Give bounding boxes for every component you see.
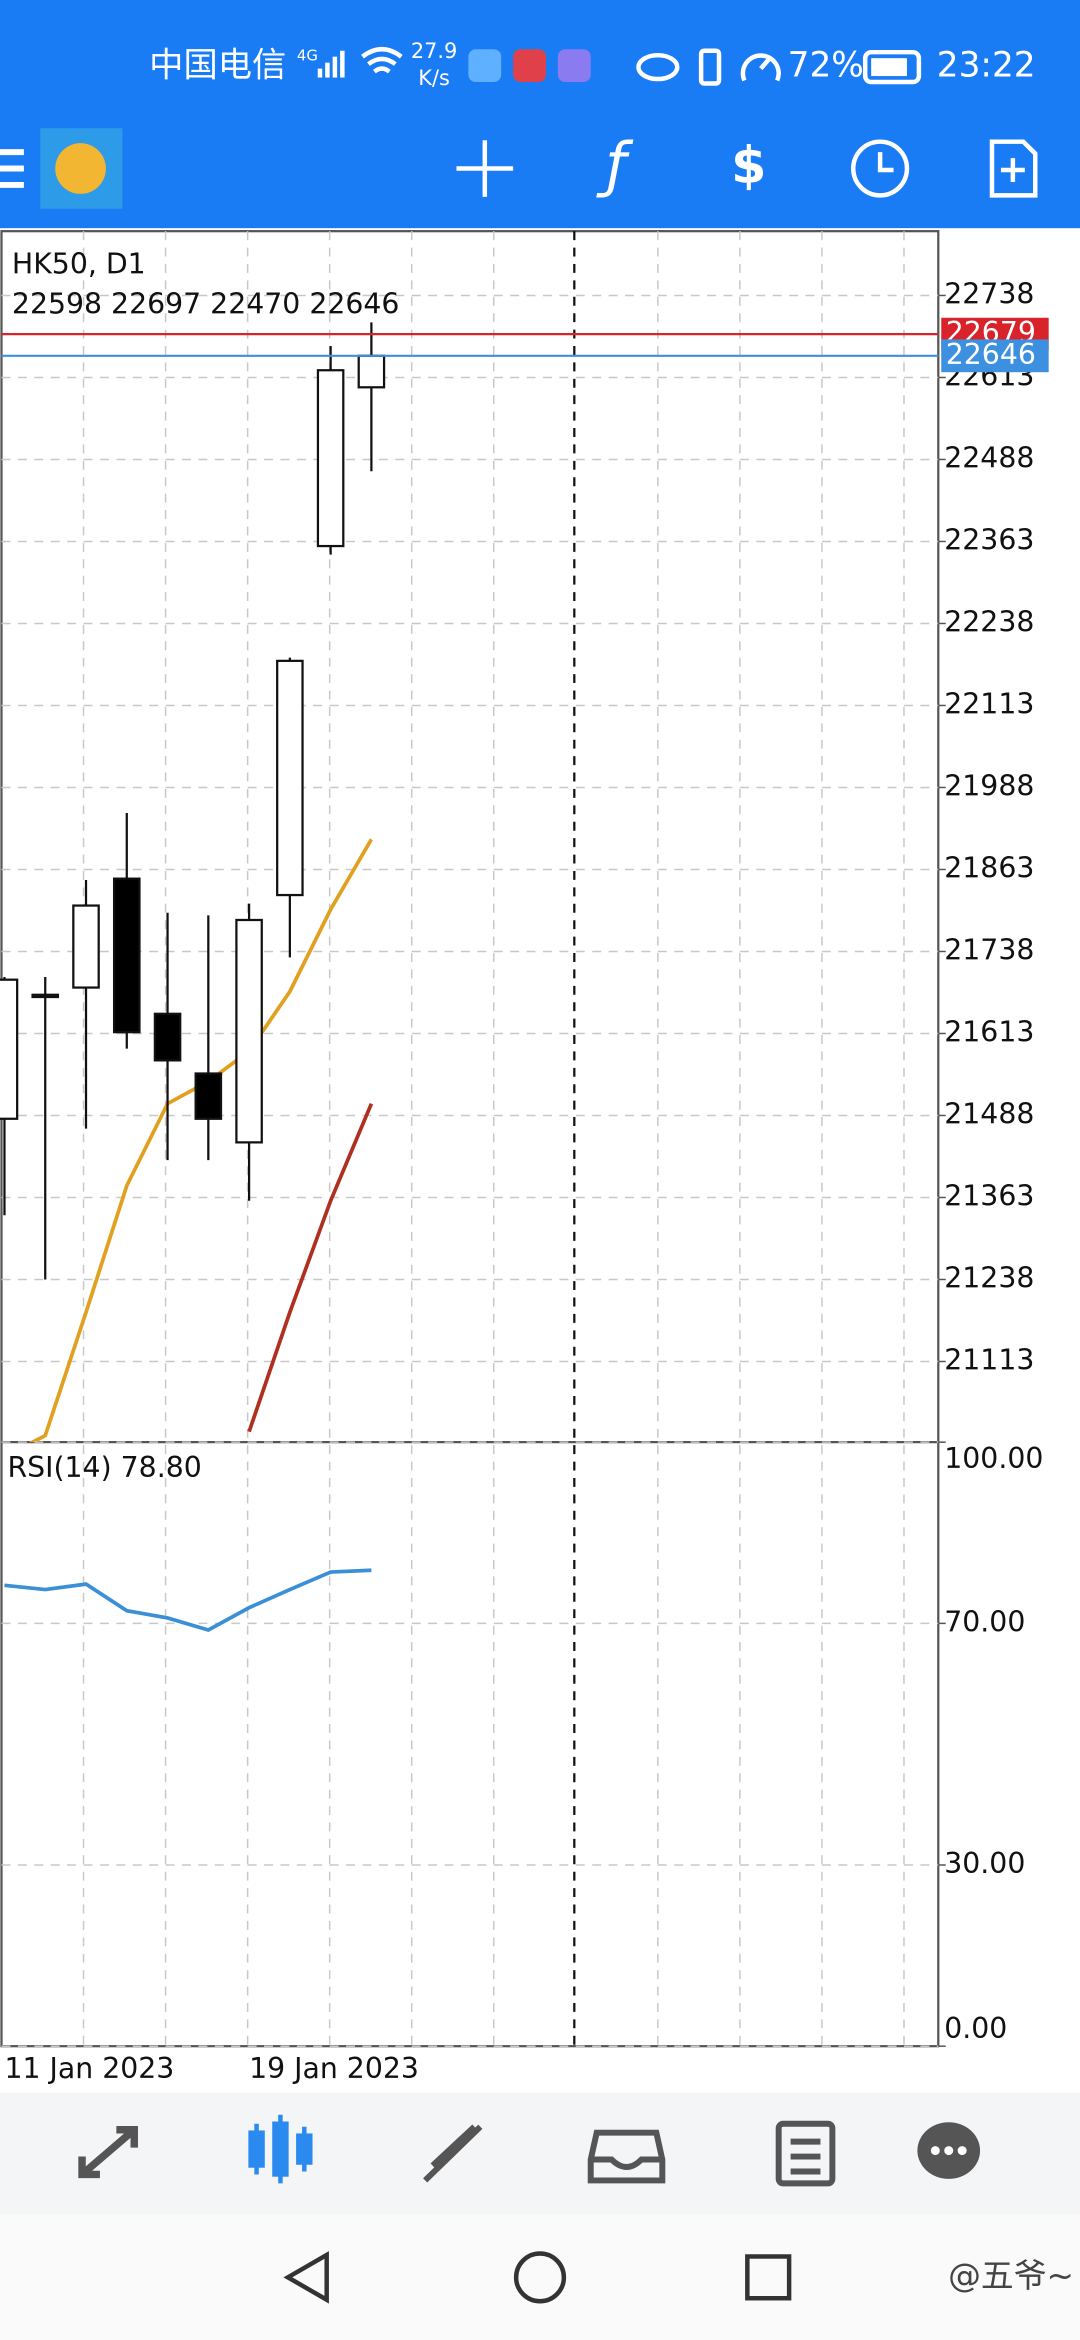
candle-body xyxy=(194,1072,223,1120)
candle-body xyxy=(112,877,141,1034)
app-icon xyxy=(468,49,502,83)
y-tick-label: 21988 xyxy=(944,769,1034,802)
menu-button[interactable] xyxy=(0,149,24,188)
y-tick-label: 22738 xyxy=(944,277,1034,310)
plot-layer: 21113 21238 21363 21488 21613 21738 21863 21988… xyxy=(0,277,1049,2085)
y-tick-label: 21113 xyxy=(944,1343,1034,1376)
clock: 23:22 xyxy=(937,46,1036,86)
trade-button[interactable]: $ xyxy=(731,136,766,195)
net-speed-unit: K/s xyxy=(418,66,450,90)
bottom-nav-bg xyxy=(0,2092,1080,2215)
app-logo-mark xyxy=(55,143,106,194)
network: 4G xyxy=(297,47,318,65)
y-tick-label: 21238 xyxy=(944,1261,1034,1294)
system-nav-bg xyxy=(0,2214,1080,2340)
vertical-grid xyxy=(82,231,905,2047)
y-tick-label: 100.00 xyxy=(944,1442,1043,1475)
wifi-icon xyxy=(361,46,403,74)
indicator-line xyxy=(247,1102,374,1433)
y-tick-label: 22363 xyxy=(944,523,1034,556)
ohlc-text: 22598 22697 22470 22646 xyxy=(12,288,400,321)
crosshair-button[interactable] xyxy=(456,140,514,197)
candle-body xyxy=(153,1012,182,1062)
quotes-tab[interactable] xyxy=(78,2125,138,2179)
y-tick-label: 70.00 xyxy=(944,1605,1025,1638)
history-tab[interactable] xyxy=(587,2129,666,2184)
back-button[interactable] xyxy=(283,2251,329,2304)
x-tick-label: 11 Jan 2023 xyxy=(4,2052,174,2085)
app-icon xyxy=(513,49,546,83)
recents-button[interactable] xyxy=(745,2254,792,2301)
vibrate-icon xyxy=(698,48,722,86)
y-tick-label: 22238 xyxy=(944,605,1034,638)
indicator-line xyxy=(4,1568,372,1633)
y-tick-label: 21863 xyxy=(944,851,1034,884)
y-tick-label: 30.00 xyxy=(944,1847,1025,1880)
y-tick-label: 21738 xyxy=(944,933,1034,966)
x-tick-label: 19 Jan 2023 xyxy=(249,2052,419,2085)
battery-text: 72% xyxy=(788,46,864,86)
candle-body xyxy=(276,659,304,897)
candle-body xyxy=(31,993,60,999)
eye-icon xyxy=(636,52,680,82)
net-speed: 27.9 xyxy=(411,39,457,63)
timeframe-button[interactable] xyxy=(851,139,910,198)
chart-frame xyxy=(0,230,940,2048)
watermark: @五爷~ xyxy=(948,2257,1074,2295)
app-icon xyxy=(557,49,591,83)
chart-tab[interactable] xyxy=(248,2114,313,2184)
y-tick-label: 21613 xyxy=(944,1015,1034,1048)
signal-icon xyxy=(317,50,345,78)
y-tick-label: 0.00 xyxy=(944,2012,1007,2045)
news-tab[interactable] xyxy=(775,2120,836,2187)
chat-tab[interactable] xyxy=(917,2122,981,2179)
battery-level xyxy=(871,58,907,77)
candle-body xyxy=(0,978,19,1120)
price-label-bg xyxy=(941,339,1049,373)
main-plot xyxy=(0,322,386,1443)
symbol-title: HK50, D1 xyxy=(12,247,146,280)
candle-body xyxy=(72,904,100,989)
y-tick-label: 22113 xyxy=(944,687,1034,720)
header-bg xyxy=(0,0,1080,229)
battery-icon xyxy=(862,49,922,85)
y-tick-label: 22488 xyxy=(944,441,1034,474)
speed-icon xyxy=(740,53,781,82)
rsi-title: RSI(14) 78.80 xyxy=(7,1451,201,1484)
template-button[interactable] xyxy=(989,139,1038,198)
y-tick-label: 21488 xyxy=(944,1097,1034,1130)
indicator-line xyxy=(28,838,374,1443)
carrier: 中国电信 xyxy=(149,46,286,86)
y-tick-label: 21363 xyxy=(944,1179,1034,1212)
candle-body xyxy=(357,354,386,389)
home-button[interactable] xyxy=(513,2251,567,2304)
candle-body xyxy=(316,369,345,548)
candle-body xyxy=(235,918,263,1144)
price-label: 22646 xyxy=(946,338,1036,371)
trade-tab[interactable] xyxy=(423,2124,483,2183)
